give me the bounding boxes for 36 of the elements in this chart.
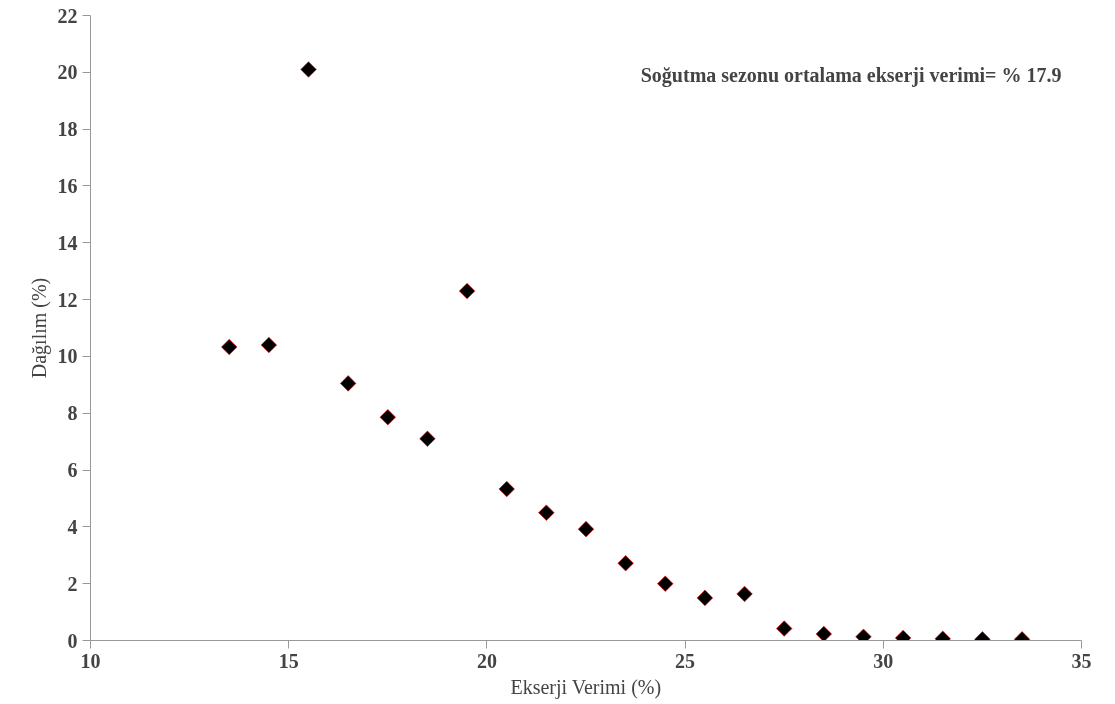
y-tick-label: 12 [57,288,78,311]
y-tick-label: 14 [57,231,78,254]
y-tick-label: 16 [57,174,78,197]
point [776,620,793,637]
y-tick-label: 0 [67,629,78,652]
y-tick-label: 2 [67,572,78,595]
y-tick-label: 22 [57,4,78,27]
point [815,625,832,641]
x-tick-label: 35 [1071,649,1092,672]
x-tick-label: 15 [278,649,299,672]
point [538,504,555,521]
point [498,481,515,498]
point [696,589,713,606]
point [459,282,476,300]
annotation: Soğutma sezonu ortalama ekserji verimi= % 17.9 [640,63,1062,87]
y-tick-label: 10 [57,345,78,368]
x-tick-label: 25 [675,649,696,672]
point [617,555,634,572]
x-tick-label: 30 [873,649,894,672]
point [340,375,357,392]
y-tick-label: 20 [57,61,78,84]
point [260,336,277,354]
point [221,338,238,356]
x-tick-label: 20 [476,649,497,672]
point [657,575,674,592]
y-tick-label: 4 [67,515,78,538]
point [300,61,317,78]
point [577,521,595,538]
y-tick-label: 8 [67,402,78,425]
y-axis-title: Dağılım (%) [27,277,51,379]
point [736,585,753,602]
y-tick-label: 6 [67,459,78,482]
x-axis-title: Ekserji Verimi (%) [510,675,662,699]
point [379,409,396,426]
point [419,430,436,447]
y-tick-label: 18 [57,118,78,141]
